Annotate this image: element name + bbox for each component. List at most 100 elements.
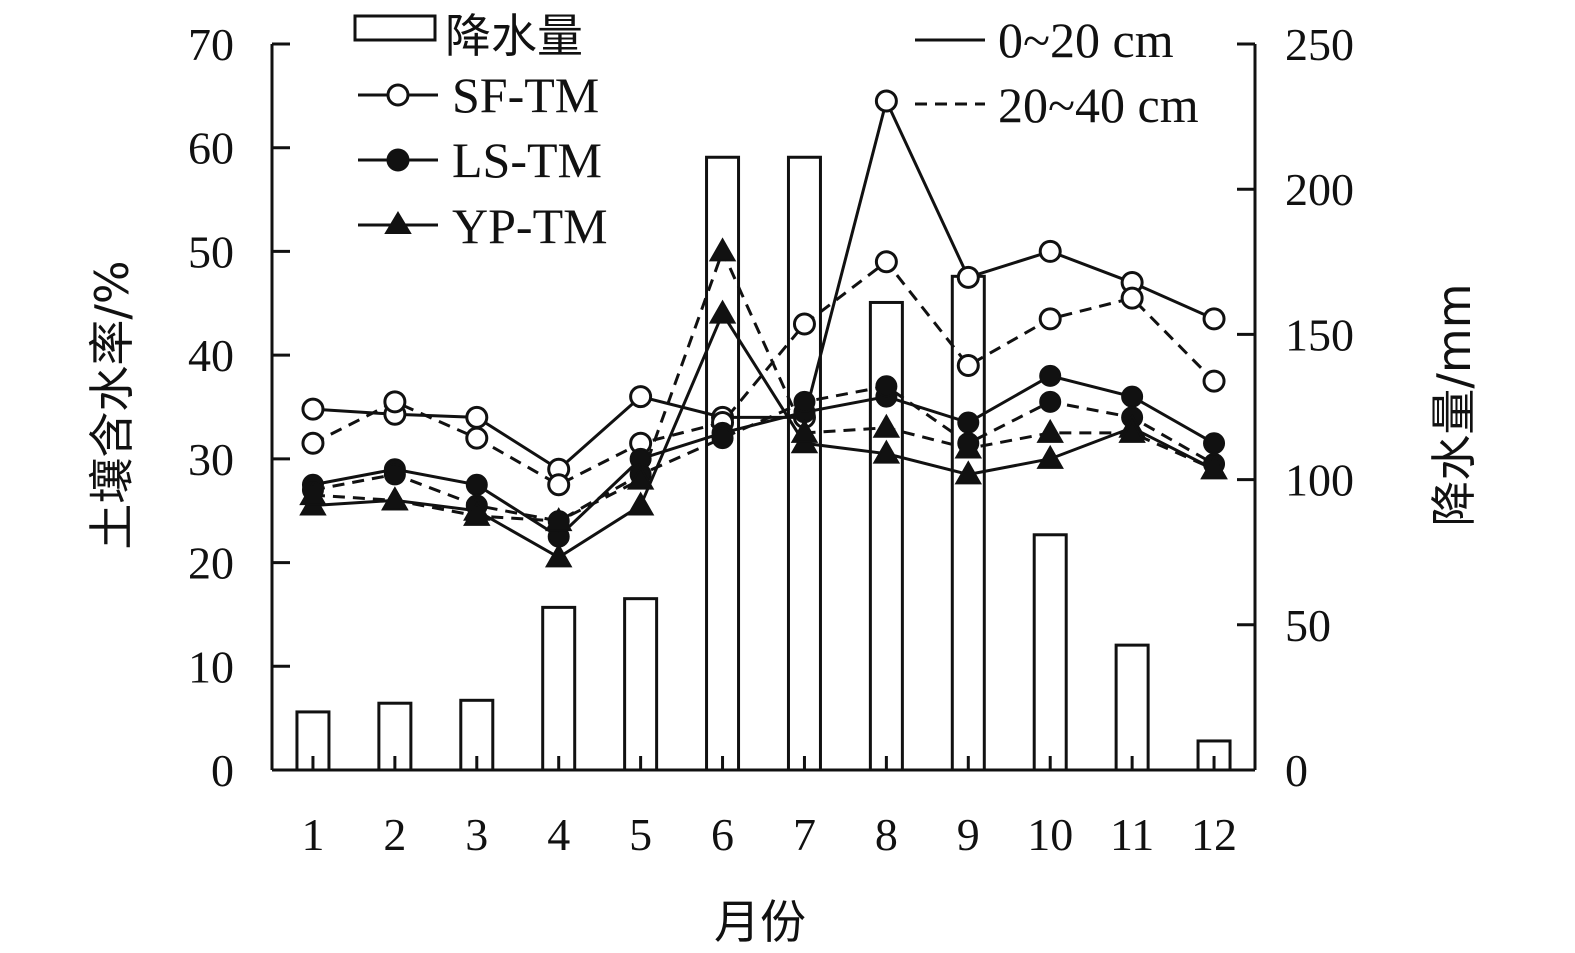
marker-sf-tm-20-40-12 <box>1202 369 1226 393</box>
marker-sf-tm-0-20-10 <box>1038 239 1062 263</box>
y-left-tick-label-70: 70 <box>188 19 234 70</box>
x-tick-label-8: 8 <box>875 809 898 860</box>
marker-yp-tm-20-40-5 <box>626 465 655 490</box>
series-line-yp-tm-20-40 <box>312 247 1215 523</box>
marker-yp-tm-20-40-1 <box>299 481 327 506</box>
marker-ls-tm-20-40-6 <box>711 427 734 450</box>
legend-depth1-label: 0~20 cm <box>998 12 1174 68</box>
x-tick-label-10: 10 <box>1027 809 1073 860</box>
marker-yp-tm-20-40-6 <box>708 237 737 262</box>
legend-yp-marker <box>384 211 412 234</box>
precip-bar-5 <box>623 597 659 772</box>
marker-sf-tm-0-20-8 <box>874 89 898 113</box>
axes <box>270 44 1257 772</box>
legend-yp-label: YP-TM <box>452 198 608 254</box>
marker-yp-tm-0-20-5 <box>626 491 655 516</box>
marker-yp-tm-20-40-3 <box>463 501 491 526</box>
marker-sf-tm-0-20-12 <box>1202 307 1226 331</box>
precip-bar-8 <box>868 300 904 772</box>
y-right-tick-label-250: 250 <box>1285 19 1354 70</box>
precip-bar-9 <box>950 274 986 772</box>
series-line-sf-tm-0-20 <box>312 96 1215 472</box>
x-axis-title: 月份 <box>714 895 806 949</box>
marker-sf-tm-20-40-1 <box>301 431 325 455</box>
marker-yp-tm-20-40-8 <box>872 413 901 438</box>
marker-sf-tm-20-40-3 <box>465 426 489 450</box>
marker-yp-tm-20-40-9 <box>954 434 983 459</box>
x-tick-label-4: 4 <box>547 809 570 860</box>
marker-sf-tm-0-20-9 <box>956 265 980 289</box>
series-markers <box>299 89 1228 568</box>
marker-sf-tm-20-40-4 <box>547 473 571 497</box>
legend: 降水量 SF-TM LS-TM YP-TM 0~20 cm 20~40 cm <box>353 9 1199 254</box>
x-tick-label-11: 11 <box>1110 809 1154 860</box>
y-right-tick-label-50: 50 <box>1285 600 1331 651</box>
marker-ls-tm-20-40-2 <box>383 463 406 486</box>
y-left-tick-label-20: 20 <box>188 538 234 589</box>
legend-precip-swatch <box>353 14 437 42</box>
marker-sf-tm-20-40-8 <box>874 250 898 274</box>
marker-sf-tm-0-20-5 <box>629 385 653 409</box>
series-line-sf-tm-20-40 <box>312 259 1216 487</box>
y-right-tick-label-200: 200 <box>1285 164 1354 215</box>
y-left-tick-label-60: 60 <box>188 123 234 174</box>
x-tick-label-5: 5 <box>629 809 652 860</box>
precip-bar-11 <box>1114 643 1150 772</box>
legend-depth2-label: 20~40 cm <box>998 77 1199 133</box>
precip-bar-4 <box>541 605 577 772</box>
x-tick-label-3: 3 <box>465 809 488 860</box>
marker-yp-tm-0-20-8 <box>872 439 901 464</box>
x-tick-label-7: 7 <box>793 809 816 860</box>
marker-ls-tm-0-20-9 <box>957 411 980 434</box>
marker-ls-tm-0-20-3 <box>465 473 488 496</box>
marker-ls-tm-20-40-10 <box>1039 390 1062 413</box>
marker-ls-tm-0-20-11 <box>1121 385 1144 408</box>
marker-ls-tm-0-20-10 <box>1039 364 1062 387</box>
legend-ls-marker <box>386 148 410 172</box>
legend-sf-marker <box>386 83 410 107</box>
marker-sf-tm-20-40-9 <box>956 354 980 378</box>
precip-bar-10 <box>1032 533 1068 772</box>
precipitation-bars <box>295 155 1232 772</box>
legend-sf-label: SF-TM <box>452 67 599 123</box>
x-tick-label-2: 2 <box>383 809 406 860</box>
marker-ls-tm-20-40-7 <box>793 390 816 413</box>
y-right-tick-label-150: 150 <box>1285 309 1354 360</box>
legend-precip-label: 降水量 <box>445 9 583 63</box>
legend-ls-label: LS-TM <box>452 132 602 188</box>
marker-yp-tm-20-40-11 <box>1118 418 1146 443</box>
series-line-ls-tm-20-40 <box>312 384 1215 523</box>
marker-yp-tm-0-20-9 <box>954 460 983 485</box>
y-right-tick-label-0: 0 <box>1285 745 1308 796</box>
marker-sf-tm-0-20-1 <box>301 397 325 421</box>
marker-yp-tm-20-40-7 <box>790 418 819 443</box>
y-right-tick-label-100: 100 <box>1285 455 1354 506</box>
marker-sf-tm-0-20-3 <box>465 405 489 429</box>
series-line-yp-tm-0-20 <box>312 310 1215 560</box>
marker-yp-tm-20-40-2 <box>381 486 409 511</box>
marker-yp-tm-0-20-6 <box>708 299 737 324</box>
y-axis-title-left: 土壤含水率/% <box>85 260 139 549</box>
precip-bar-7 <box>786 155 822 772</box>
marker-sf-tm-20-40-7 <box>792 312 816 336</box>
x-tick-label-1: 1 <box>301 809 324 860</box>
marker-sf-tm-20-40-11 <box>1120 286 1144 310</box>
y-axis-title-right: 降水量/mm <box>1427 283 1481 526</box>
marker-ls-tm-0-20-12 <box>1203 432 1226 455</box>
marker-ls-tm-20-40-8 <box>875 375 898 398</box>
x-tick-label-12: 12 <box>1191 809 1237 860</box>
marker-yp-tm-0-20-4 <box>544 543 573 568</box>
marker-sf-tm-20-40-2 <box>383 390 407 414</box>
y-left-tick-label-0: 0 <box>211 745 234 796</box>
y-left-tick-label-40: 40 <box>188 330 234 381</box>
marker-sf-tm-20-40-10 <box>1038 307 1062 331</box>
x-tick-label-6: 6 <box>711 809 734 860</box>
y-left-tick-label-50: 50 <box>188 226 234 277</box>
series-lines <box>312 96 1216 560</box>
y-left-tick-label-10: 10 <box>188 641 234 692</box>
x-tick-label-9: 9 <box>957 809 980 860</box>
marker-yp-tm-0-20-10 <box>1036 444 1064 469</box>
marker-yp-tm-20-40-12 <box>1200 455 1228 480</box>
